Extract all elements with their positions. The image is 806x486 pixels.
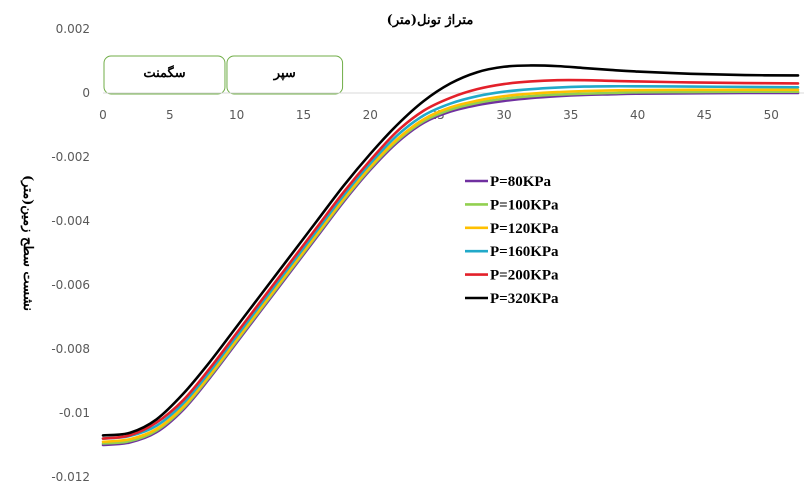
annotation-box	[226, 55, 344, 95]
annotation-label: سگمنت	[143, 64, 185, 81]
legend-label: P=320KPa	[490, 291, 559, 307]
series-line-p-100kpa	[101, 90, 800, 445]
x-tick-label: 50	[764, 108, 779, 122]
series-line-p-320kpa	[101, 64, 800, 437]
x-tick-label: 0	[99, 108, 107, 122]
chart-title: متراژ تونل(متر)	[387, 13, 474, 28]
y-tick-label: -0.004	[51, 214, 90, 228]
legend-label: P=80KPa	[490, 174, 552, 190]
legend-label: P=100KPa	[490, 197, 559, 213]
y-tick-label: -0.01	[59, 406, 90, 420]
x-tick-label: 10	[229, 108, 244, 122]
y-tick-label: -0.008	[51, 342, 90, 356]
legend-label: P=160KPa	[490, 244, 559, 260]
x-tick-label: 30	[496, 108, 511, 122]
y-tick-label: -0.012	[51, 470, 90, 484]
y-tick-label: 0.002	[56, 22, 90, 36]
annotation-label: سپر	[273, 66, 296, 81]
annotation-boxes: سگمنت سپر	[103, 55, 344, 95]
y-axis-title: نشست سطح زمین(متر)	[20, 175, 35, 311]
x-tick-label: 15	[296, 108, 311, 122]
y-tick-label: 0	[82, 86, 90, 100]
x-tick-label: 35	[563, 108, 578, 122]
x-tick-label: 5	[166, 108, 174, 122]
series-lines	[101, 64, 800, 447]
legend-label: P=120KPa	[490, 221, 559, 237]
series-line-p-160kpa	[101, 84, 800, 440]
series-line-p-80kpa	[101, 91, 800, 447]
x-tick-label: 20	[363, 108, 378, 122]
y-tick-label: -0.002	[51, 150, 90, 164]
legend-label: P=200KPa	[490, 268, 559, 284]
x-tick-label: 45	[697, 108, 712, 122]
y-tick-label: -0.006	[51, 278, 90, 292]
series-line-p-200kpa	[101, 78, 800, 440]
annotation-box	[103, 55, 226, 95]
series-line-p-120kpa	[101, 88, 800, 444]
x-tick-label: 40	[630, 108, 645, 122]
y-ticks: 0.002 0 -0.002 -0.004 -0.006 -0.008 -0.01 -0.01…	[51, 22, 90, 484]
legend: P=80KPa P=100KPa P=120KPa P=160KPa P=200KPa P…	[465, 174, 559, 307]
